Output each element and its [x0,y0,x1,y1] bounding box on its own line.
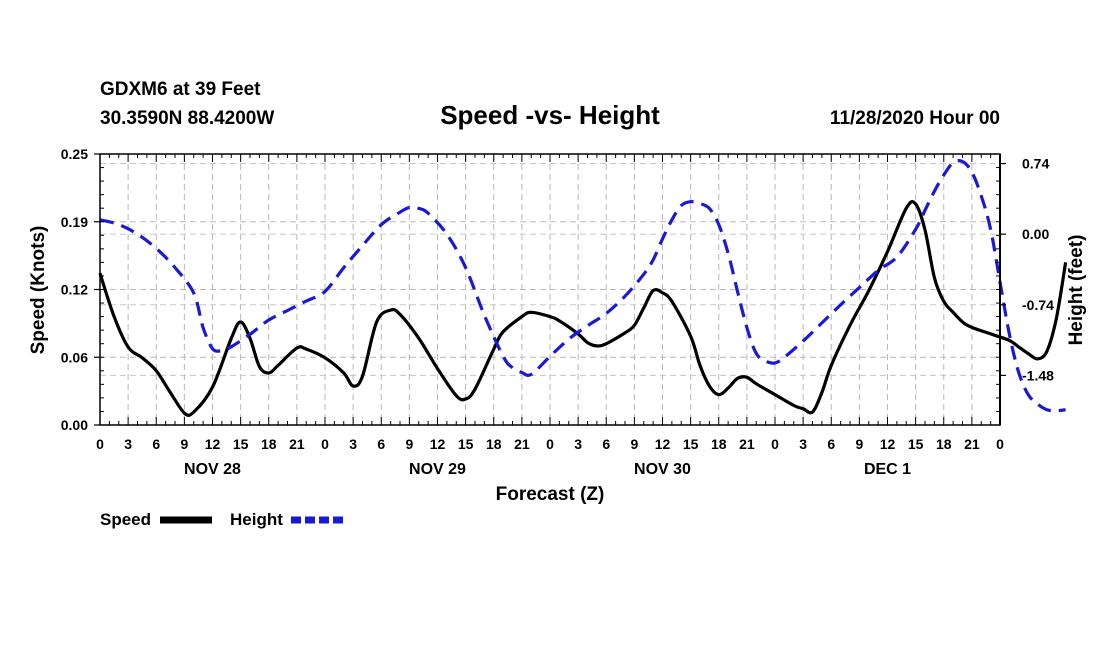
day-label: DEC 1 [864,461,911,478]
left-axis-tick-label: 0.19 [61,214,88,230]
left-axis-tick-label: 0.25 [61,146,88,162]
day-label: NOV 29 [409,461,466,478]
legend-speed-label: Speed [100,510,151,529]
day-label: NOV 30 [634,461,691,478]
legend: Speed Height [100,510,343,529]
location-label: 30.3590N 88.4200W [100,108,274,129]
axis-layer: 0.00 0.06 0.12 0.19 0.25 0.74 0.00 -0.74 -1.48 0 3… [61,146,1054,478]
x-axis-title: Forecast (Z) [496,484,605,505]
x-axis-tick-label: 18 [486,436,502,452]
series-line-speed [98,200,1068,417]
chart-title: Speed -vs- Height [440,100,660,130]
left-axis-tick-label: 0.00 [61,417,88,433]
right-axis-tick-label: 0.74 [1022,156,1049,172]
x-axis-tick-label: 3 [124,436,132,452]
x-axis-tick-label: 9 [180,436,188,452]
x-axis-tick-label: 0 [546,436,554,452]
series-layer [98,159,1068,417]
x-axis-tick-label: 0 [96,436,104,452]
x-axis-tick-label: 3 [574,436,582,452]
x-axis-tick-label: 18 [936,436,952,452]
x-axis-tick-label: 18 [261,436,277,452]
x-axis-tick-label: 15 [233,436,249,452]
x-axis-tick-label: 21 [964,436,980,452]
x-axis-tick-label: 9 [855,436,863,452]
x-axis-tick-label: 12 [655,436,671,452]
datetime-label: 11/28/2020 Hour 00 [830,108,1000,129]
right-axis-title: Height (feet) [1066,235,1087,346]
left-axis-tick-label: 0.12 [61,282,88,298]
x-axis-tick-label: 15 [458,436,474,452]
x-axis-tick-label: 0 [321,436,329,452]
left-axis-tick-label: 0.06 [61,349,88,365]
grid-layer [100,154,1000,425]
x-axis-tick-label: 3 [349,436,357,452]
right-axis-tick-label: 0.00 [1022,226,1049,242]
x-axis-tick-label: 6 [377,436,385,452]
x-axis-tick-label: 0 [996,436,1004,452]
x-axis-tick-label: 15 [908,436,924,452]
left-axis-title: Speed (Knots) [28,226,49,355]
x-axis-tick-label: 12 [880,436,896,452]
x-axis-tick-label: 21 [289,436,305,452]
x-axis-tick-label: 6 [602,436,610,452]
x-axis-tick-label: 0 [771,436,779,452]
day-label: NOV 28 [184,461,241,478]
series-line-height [99,159,1066,413]
x-axis-tick-label: 21 [514,436,530,452]
x-axis-tick-label: 6 [827,436,835,452]
x-axis-tick-label: 21 [739,436,755,452]
x-axis-tick-label: 6 [152,436,160,452]
x-axis-tick-label: 12 [430,436,446,452]
legend-height-label: Height [230,510,283,529]
x-axis-tick-label: 12 [205,436,221,452]
x-axis-tick-label: 9 [630,436,638,452]
x-axis-tick-label: 15 [683,436,699,452]
x-axis-tick-label: 18 [711,436,727,452]
right-axis-tick-label: -0.74 [1022,297,1054,313]
x-axis-tick-label: 3 [799,436,807,452]
right-axis-tick-label: -1.48 [1022,367,1054,383]
station-label: GDXM6 at 39 Feet [100,79,261,100]
x-axis-tick-label: 9 [405,436,413,452]
